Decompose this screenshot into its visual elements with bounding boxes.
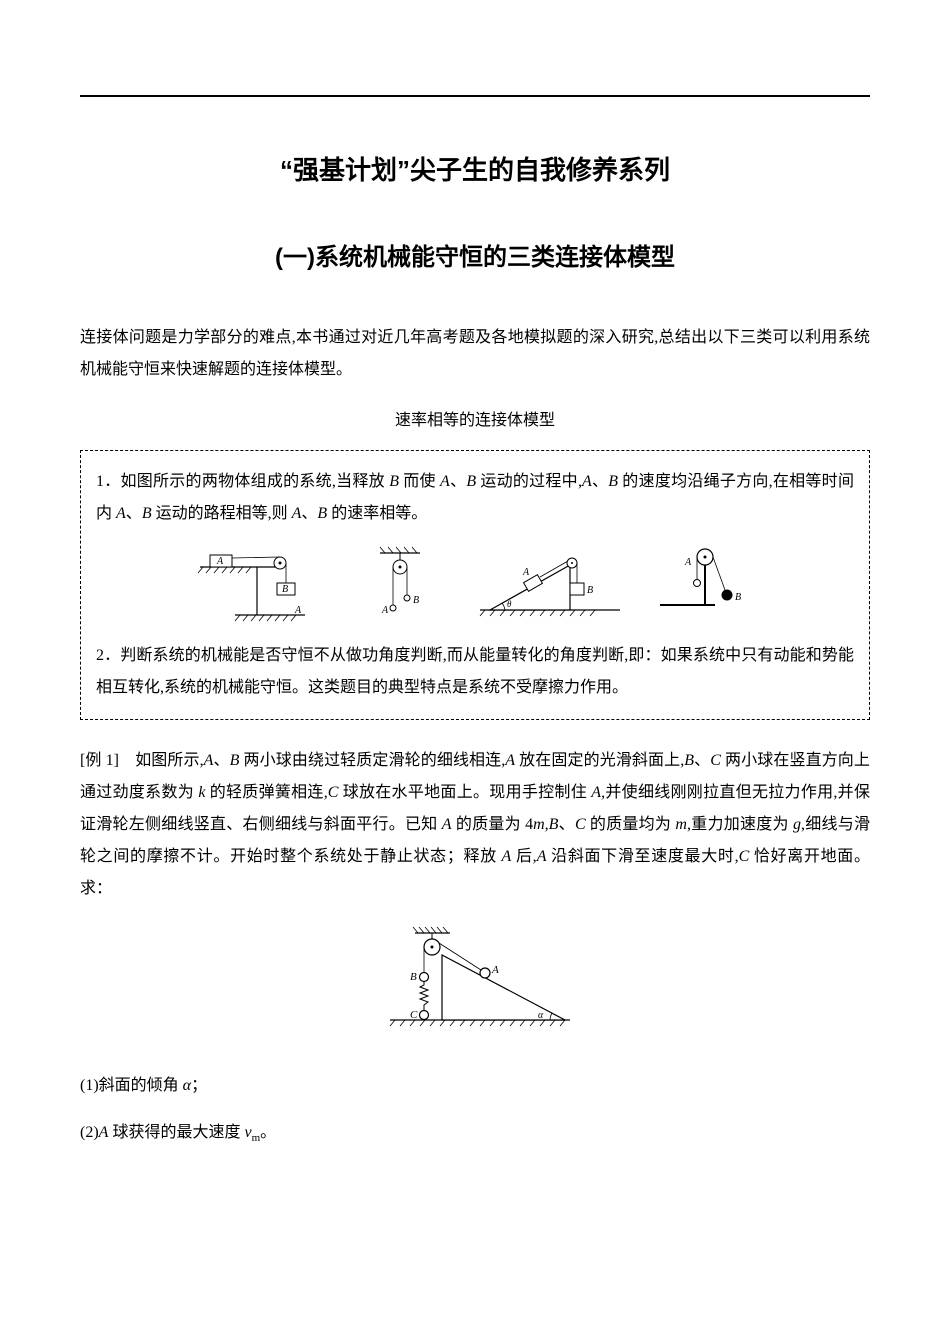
diagram-row: A B A [96,545,854,625]
var: A [442,816,452,833]
text: 球放在水平地面上。现用手控制住 [338,784,591,801]
text: 、 [592,473,609,490]
example-paragraph: [例 1] 如图所示,A、B 两小球由绕过轻质定滑轮的细线相连,A 放在固定的光… [80,745,870,905]
var-b: B [466,473,476,490]
var-a: A [292,505,302,522]
text: 、 [450,473,467,490]
svg-text:A: A [381,605,389,616]
text: ； [191,1077,207,1094]
var: B [230,752,240,769]
box-point-2: 2．判断系统的机械能是否守恒不从做功角度判断,而从能量转化的角度判断,即：如果系… [96,640,854,704]
text: 的速率相等。 [327,505,427,522]
var: A [591,784,601,801]
var: C [710,752,721,769]
text: (2) [80,1124,99,1141]
text: 。 [260,1124,276,1141]
var-b: B [142,505,152,522]
var-a: A [582,473,592,490]
var: A [502,848,512,865]
diagram-3: θ A B [475,545,625,625]
top-divider-line [80,95,870,97]
box-point-1: 1．如图所示的两物体组成的系统,当释放 B 而使 A、B 运动的过程中,A、B … [96,466,854,530]
svg-text:B: B [413,595,419,606]
var-a: A [440,473,450,490]
text: 的质量均为 [586,816,676,833]
svg-text:θ: θ [507,599,512,609]
var-a: A [99,1124,109,1141]
svg-text:α: α [538,1010,544,1021]
question-1: (1)斜面的倾角 α； [80,1070,870,1102]
text: 的轻质弹簧相连, [205,784,327,801]
svg-text:C: C [410,1009,418,1021]
var-b: B [389,473,399,490]
text: (1)斜面的倾角 [80,1077,183,1094]
var: m [533,816,545,833]
var: C [575,816,586,833]
text: 1．如图所示的两物体组成的系统,当释放 [96,473,389,490]
text: 放在固定的光滑斜面上, [515,752,684,769]
svg-text:B: B [587,585,593,596]
text: ,重力加速度为 [687,816,793,833]
concept-box: 1．如图所示的两物体组成的系统,当释放 B 而使 A、B 运动的过程中,A、B … [80,450,870,720]
diagram-2: A B [355,545,445,625]
svg-text:A: A [522,567,530,578]
text: 运动的过程中, [476,473,582,490]
var: C [739,848,750,865]
svg-text:B: B [735,592,741,603]
text: 而使 [399,473,440,490]
text: 、 [301,505,317,522]
text: 运动的路程相等,则 [152,505,292,522]
text: 球获得的最大速度 [108,1124,244,1141]
subscript-m: m [252,1132,261,1144]
text: 两小球由绕过轻质定滑轮的细线相连, [239,752,505,769]
var-alpha: α [183,1077,191,1094]
sub-title: (一)系统机械能守恒的三类连接体模型 [80,237,870,272]
svg-text:B: B [410,971,417,983]
var: B [549,816,559,833]
svg-text:A: A [216,556,224,567]
var: m [675,816,687,833]
svg-text:A: A [491,964,499,976]
text: [例 1] 如图所示, [80,752,204,769]
var-b: B [608,473,618,490]
intro-paragraph: 连接体问题是力学部分的难点,本书通过对近几年高考题及各地模拟题的深入研究,总结出… [80,322,870,386]
var: A [537,848,547,865]
question-2: (2)A 球获得的最大速度 vm。 [80,1117,870,1149]
diagram-4: A B [655,545,755,625]
text: 的质量为 4 [452,816,534,833]
var: C [328,784,339,801]
text: 、 [694,752,710,769]
svg-text:A: A [684,557,692,568]
var-v: v [244,1124,251,1141]
example-diagram: α A B C [80,925,870,1040]
var: g [793,816,801,833]
diagram-1: A B A [195,545,325,625]
text: 沿斜面下滑至速度最大时, [546,848,738,865]
text: 、 [558,816,575,833]
var: B [684,752,694,769]
text: 、 [213,752,229,769]
var: A [505,752,515,769]
text: 后, [511,848,536,865]
main-title: “强基计划”尖子生的自我修养系列 [80,150,870,187]
text: 、 [126,505,142,522]
var: A [204,752,214,769]
svg-text:B: B [282,584,288,595]
var-a: A [116,505,126,522]
var-b: B [317,505,327,522]
svg-text:A: A [294,605,302,616]
model-title: 速率相等的连接体模型 [80,406,870,430]
